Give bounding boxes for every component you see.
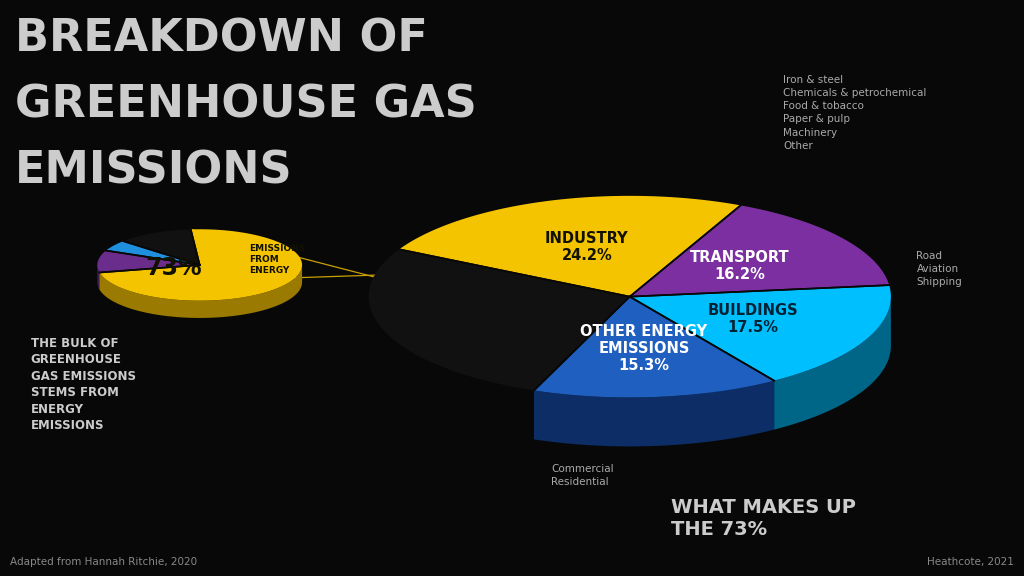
Text: TRANSPORT
16.2%: TRANSPORT 16.2%	[690, 250, 790, 282]
Polygon shape	[99, 229, 302, 301]
Text: WHAT MAKES UP
THE 73%: WHAT MAKES UP THE 73%	[671, 498, 856, 539]
Text: EMISSIONS
FROM
ENERGY: EMISSIONS FROM ENERGY	[249, 244, 305, 275]
Text: Road
Aviation
Shipping: Road Aviation Shipping	[916, 251, 963, 287]
Polygon shape	[369, 297, 534, 439]
Polygon shape	[369, 249, 630, 391]
Polygon shape	[534, 297, 630, 439]
Text: INDUSTRY
24.2%: INDUSTRY 24.2%	[545, 231, 629, 263]
Text: Commercial
Residential: Commercial Residential	[551, 464, 613, 487]
Polygon shape	[630, 297, 774, 430]
Text: EMISSIONS: EMISSIONS	[15, 150, 293, 193]
Text: Heathcote, 2021: Heathcote, 2021	[927, 558, 1014, 567]
Polygon shape	[99, 265, 200, 290]
Text: Adapted from Hannah Ritchie, 2020: Adapted from Hannah Ritchie, 2020	[10, 558, 198, 567]
Text: Iron & steel
Chemicals & petrochemical
Food & tobacco
Paper & pulp
Machinery
Oth: Iron & steel Chemicals & petrochemical F…	[783, 75, 927, 151]
Text: BUILDINGS
17.5%: BUILDINGS 17.5%	[708, 303, 798, 335]
Polygon shape	[630, 285, 891, 381]
Polygon shape	[534, 297, 774, 397]
Text: BREAKDOWN OF: BREAKDOWN OF	[15, 17, 428, 60]
Polygon shape	[534, 297, 630, 439]
Polygon shape	[99, 265, 200, 290]
Text: 73%: 73%	[145, 256, 203, 280]
Polygon shape	[97, 251, 200, 272]
Polygon shape	[123, 229, 200, 265]
Polygon shape	[630, 206, 889, 297]
Polygon shape	[630, 297, 774, 430]
Text: OTHER ENERGY
EMISSIONS
15.3%: OTHER ENERGY EMISSIONS 15.3%	[581, 324, 708, 373]
Polygon shape	[97, 265, 99, 290]
Polygon shape	[399, 196, 740, 297]
Text: GREENHOUSE GAS: GREENHOUSE GAS	[15, 84, 477, 127]
Polygon shape	[534, 381, 774, 446]
Polygon shape	[99, 265, 302, 318]
Text: THE BULK OF
GREENHOUSE
GAS EMISSIONS
STEMS FROM
ENERGY
EMISSIONS: THE BULK OF GREENHOUSE GAS EMISSIONS STE…	[31, 337, 136, 433]
Polygon shape	[774, 297, 891, 430]
Polygon shape	[106, 241, 200, 265]
